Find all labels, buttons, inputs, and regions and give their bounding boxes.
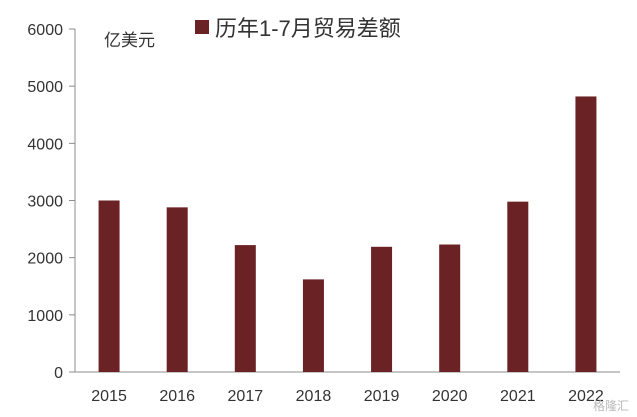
- bar-2018: [302, 279, 324, 372]
- y-axis: 0 1000 2000 3000 4000 5000 6000: [27, 22, 76, 382]
- y-tick-label: 0: [54, 365, 63, 382]
- legend-swatch: [195, 20, 209, 34]
- bar-2020: [439, 244, 461, 372]
- y-tick-label: 3000: [27, 194, 63, 211]
- bar-2019: [371, 246, 393, 372]
- bar-2022: [575, 96, 597, 372]
- y-tick-label: 4000: [27, 136, 63, 153]
- x-axis: 2015 2016 2017 2018 2019 2020 2021 2022: [75, 371, 620, 405]
- y-tick-label: 6000: [27, 22, 63, 39]
- x-tick-label: 2017: [228, 388, 264, 405]
- bar-series: [98, 96, 597, 372]
- x-tick-label: 2015: [91, 388, 127, 405]
- x-tick-label: 2020: [432, 388, 468, 405]
- unit-label: 亿美元: [104, 31, 155, 50]
- bar-2021: [507, 201, 529, 372]
- y-tick-label: 5000: [27, 79, 63, 96]
- legend: 历年1-7月贸易差额: [195, 16, 401, 41]
- bar-2017: [234, 245, 256, 372]
- x-tick-label: 2022: [568, 388, 604, 405]
- y-tick-label: 1000: [27, 308, 63, 325]
- watermark: 格隆汇: [592, 399, 629, 413]
- x-tick-label: 2019: [364, 388, 400, 405]
- x-tick-label: 2016: [159, 388, 195, 405]
- x-tick-label: 2021: [500, 388, 536, 405]
- bar-2016: [166, 207, 188, 372]
- x-tick-label: 2018: [296, 388, 332, 405]
- bar-2015: [98, 200, 120, 372]
- y-tick-label: 2000: [27, 251, 63, 268]
- legend-label: 历年1-7月贸易差额: [215, 16, 401, 41]
